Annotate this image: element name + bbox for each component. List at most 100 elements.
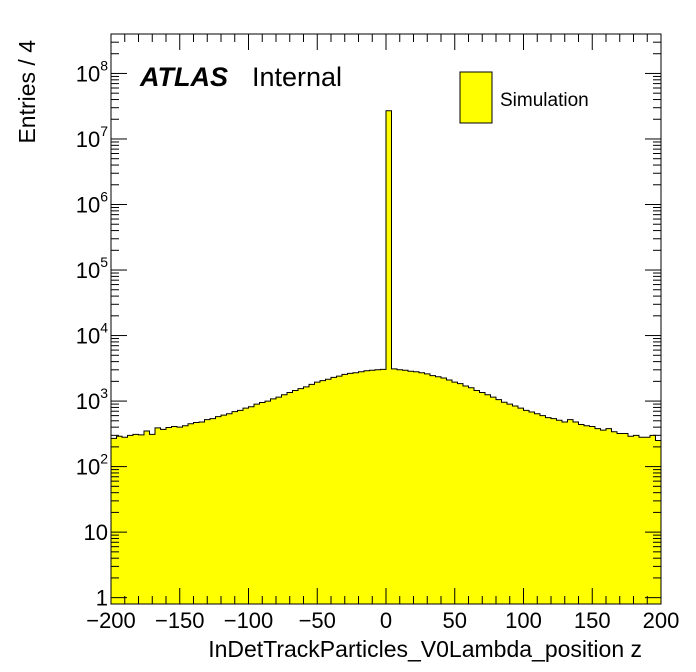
histogram-bin <box>177 427 183 604</box>
histogram-bin <box>298 388 304 604</box>
histogram-bin <box>265 401 271 604</box>
histogram-bin <box>622 433 629 604</box>
histogram-bin <box>155 427 161 604</box>
histogram-bin <box>171 426 178 604</box>
histogram-bin <box>380 369 387 604</box>
histogram-bin <box>468 387 475 604</box>
histogram-bin <box>402 370 409 604</box>
histogram-bin <box>540 415 546 604</box>
x-tick-label: −200 <box>86 608 136 633</box>
y-tick-labels: 1 10 102 103 104 105 106 107 108 <box>76 57 108 610</box>
histogram-bin <box>507 404 513 604</box>
histogram-bars <box>111 110 662 604</box>
histogram-bin <box>188 423 194 604</box>
histogram-bin <box>336 376 343 604</box>
histogram-bin <box>353 372 359 604</box>
histogram-bin <box>364 370 370 604</box>
histogram-bin <box>237 410 244 604</box>
histogram-bin <box>474 390 480 604</box>
histogram-bin <box>303 386 310 604</box>
histogram-bin <box>463 385 469 604</box>
histogram-bin <box>386 110 392 604</box>
histogram-outline <box>111 110 661 442</box>
histogram-bin <box>391 368 398 604</box>
y-tick-label: 108 <box>76 57 108 86</box>
histogram-bin <box>457 383 464 604</box>
histogram-bin <box>496 399 502 604</box>
histogram-bin <box>584 425 590 604</box>
histogram-bin <box>111 438 117 604</box>
histogram-bin <box>518 408 524 604</box>
histogram-bin <box>441 377 447 604</box>
histogram-bin <box>133 434 139 604</box>
histogram-bin <box>452 382 458 604</box>
y-tick-label: 105 <box>76 254 108 283</box>
histogram-bin <box>419 372 425 604</box>
x-tick-label: −50 <box>299 608 336 633</box>
histogram-bin <box>292 390 299 604</box>
internal-label: Internal <box>252 62 342 92</box>
histogram-bin <box>534 413 541 604</box>
y-tick-label: 102 <box>76 451 108 480</box>
histogram-bin <box>413 371 420 604</box>
histogram-bin <box>573 421 579 604</box>
histogram-bin <box>369 370 376 604</box>
histogram-bin <box>226 413 233 604</box>
histogram-bin <box>562 421 568 604</box>
histogram-bin <box>490 397 497 604</box>
histogram-bin <box>628 436 634 604</box>
histogram-bin <box>276 397 282 604</box>
histogram-bin <box>595 428 601 604</box>
histogram-bin <box>397 369 403 604</box>
y-tick-label: 107 <box>76 123 108 152</box>
histogram-bin <box>435 376 442 604</box>
histogram-bin <box>254 404 260 604</box>
histogram-bin <box>485 394 491 604</box>
atlas-label: ATLAS <box>139 62 228 92</box>
histogram-bin <box>446 379 453 604</box>
histogram-bin <box>325 379 332 604</box>
histogram-bin <box>243 408 249 604</box>
histogram-bin <box>309 384 315 604</box>
histogram-bin <box>606 428 612 604</box>
histogram-bin <box>430 375 436 604</box>
histogram-bin <box>600 430 607 604</box>
x-tick-label: 50 <box>443 608 467 633</box>
histogram-bin <box>144 430 150 604</box>
histogram-bin <box>199 421 205 604</box>
histogram-bin <box>479 392 486 604</box>
histogram-bin <box>644 437 651 604</box>
x-tick-labels: −200 −150 −100 −50 0 50 100 150 200 <box>86 608 679 633</box>
x-tick-label: 150 <box>574 608 611 633</box>
x-tick-label: 0 <box>380 608 392 633</box>
histogram-bin <box>578 424 585 604</box>
histogram-bin <box>408 371 414 604</box>
x-axis-title: InDetTrackParticles_V0Lambda_position z <box>208 636 642 662</box>
x-tick-label: 100 <box>505 608 542 633</box>
histogram-bin <box>556 420 563 604</box>
histogram-bin <box>424 373 431 604</box>
histogram-bin <box>501 402 508 604</box>
y-tick-label: 106 <box>76 188 108 217</box>
x-tick-label: 200 <box>643 608 680 633</box>
y-tick-label: 104 <box>76 320 108 349</box>
histogram-bin <box>551 418 557 604</box>
x-tick-label: −150 <box>155 608 205 633</box>
histogram-bin <box>210 418 216 604</box>
histogram-bin <box>523 410 530 604</box>
histogram-bin <box>182 425 189 604</box>
y-axis-title: Entries / 4 <box>14 40 40 144</box>
histogram-bin <box>545 417 552 604</box>
axis-ticks <box>110 33 662 604</box>
histogram-bin <box>655 440 662 604</box>
histogram-bin <box>287 392 293 604</box>
histogram-bin <box>127 435 134 604</box>
histogram-bin <box>193 422 200 604</box>
histogram-bin <box>342 374 348 604</box>
histogram-bin <box>215 416 222 604</box>
histogram-bin <box>122 437 128 604</box>
histogram-bin <box>567 419 574 604</box>
histogram-bin <box>347 373 354 604</box>
histogram-bin <box>617 433 623 604</box>
